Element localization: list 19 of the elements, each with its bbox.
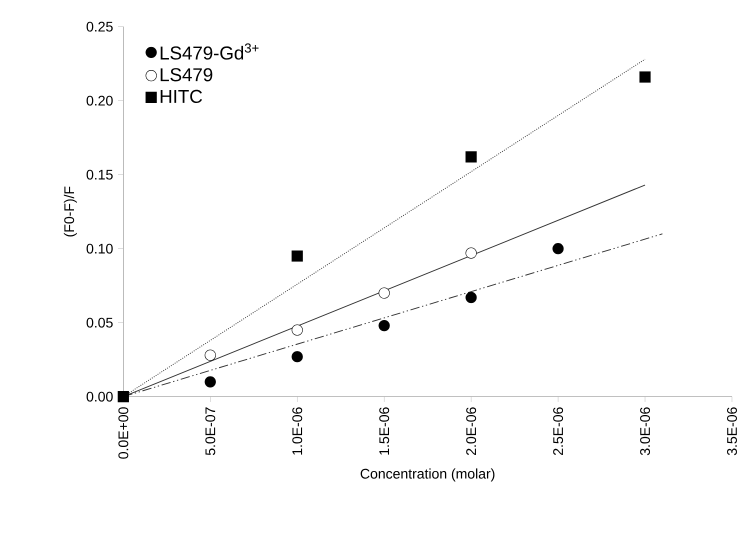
- y-axis-title: (F0-F)/F: [64, 186, 77, 236]
- x-tick-label: 5.0E-07: [205, 407, 216, 456]
- x-tick-label: 3.5E-06: [727, 407, 737, 456]
- y-tick-label: 0.05: [86, 318, 113, 328]
- x-tick-label: 0.0E+00: [118, 407, 128, 459]
- y-tick-label: 0.25: [86, 22, 113, 32]
- x-tick-label: 1.5E-06: [379, 407, 390, 455]
- legend-label: HITC: [160, 90, 202, 104]
- legend-label: LS479-Gd$^{3+}$: [160, 43, 259, 60]
- x-tick-label: 1.0E-06: [292, 407, 302, 455]
- x-axis-title: Concentration (molar): [360, 468, 494, 482]
- y-tick-label: 0.15: [86, 170, 113, 180]
- x-tick-label: 2.5E-06: [553, 407, 564, 456]
- y-tick-label: 0.00: [86, 392, 113, 402]
- x-tick-label: 2.0E-06: [466, 407, 476, 456]
- legend-label: LS479: [160, 68, 212, 82]
- x-tick-label: 3.0E-06: [640, 407, 650, 456]
- y-tick-label: 0.10: [86, 244, 113, 254]
- y-tick-label: 0.20: [86, 96, 113, 106]
